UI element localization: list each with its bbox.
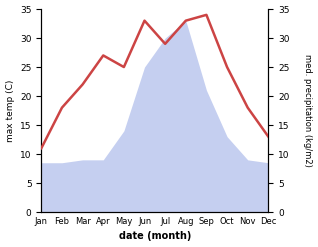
X-axis label: date (month): date (month) xyxy=(119,231,191,242)
Y-axis label: max temp (C): max temp (C) xyxy=(5,79,15,142)
Y-axis label: med. precipitation (kg/m2): med. precipitation (kg/m2) xyxy=(303,54,313,167)
